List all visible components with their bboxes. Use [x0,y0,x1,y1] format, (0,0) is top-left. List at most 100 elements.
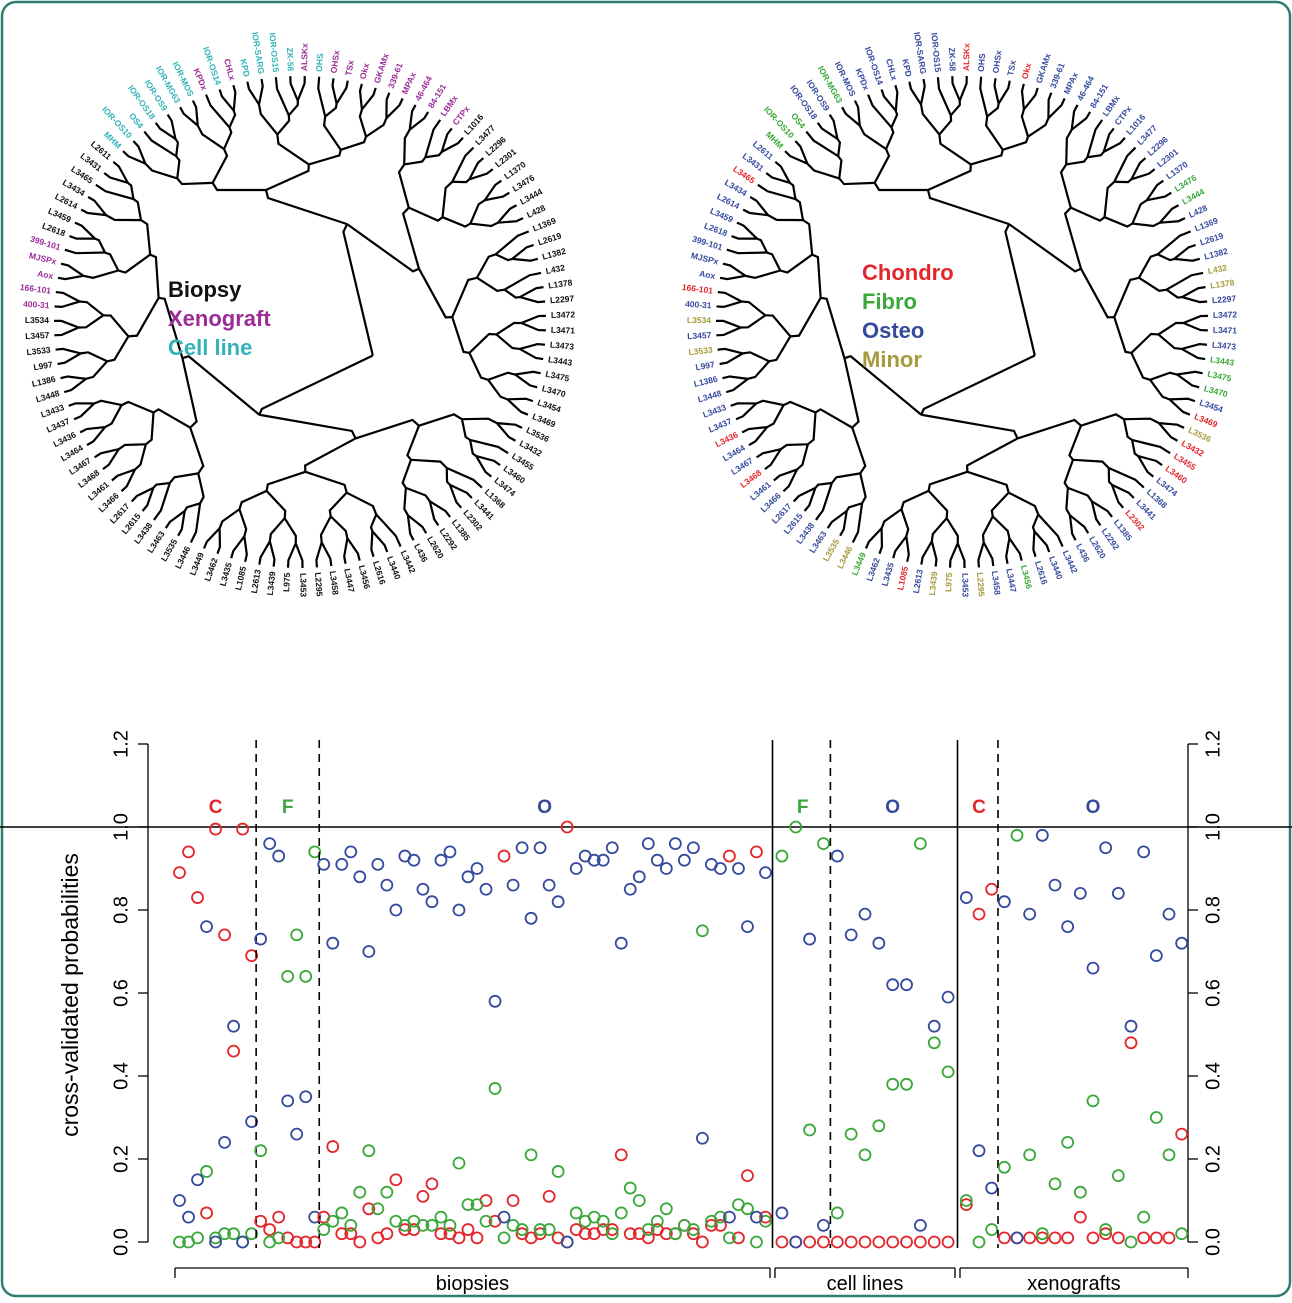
branch [189,427,205,475]
point [1162,907,1176,921]
leaf-label: IOR-OS15 [267,32,281,73]
branch [1104,216,1133,228]
branch [340,136,368,151]
leaf-label: L3472 [551,309,576,320]
branch [519,347,544,361]
branch [406,425,421,461]
branch [719,274,746,281]
point [479,882,493,896]
leaf-label: L2295 [313,572,325,597]
branch [814,408,853,429]
point [913,837,927,850]
branch [401,459,413,489]
point [750,1210,763,1224]
point [542,878,556,892]
point [614,1148,628,1162]
point [985,882,999,896]
branch [487,379,508,401]
point [326,936,340,950]
branch [103,314,130,338]
branch [182,354,260,416]
branch [409,111,430,131]
branch [1032,531,1037,558]
point [941,990,955,1004]
point [972,907,986,921]
point [750,1235,763,1249]
branch [358,83,364,110]
branch [1157,321,1184,336]
branch [1066,156,1089,166]
point [803,1235,817,1249]
leaf-label: L3533 [688,345,713,358]
leaf-label: 400-31 [23,299,50,311]
branch [496,422,523,429]
point [941,1235,955,1249]
point [723,849,736,863]
branch [106,335,130,363]
point [443,845,457,859]
branch [1157,253,1175,262]
branch [484,191,510,202]
point [227,1019,240,1033]
y-tick-label: 0.0 [110,1228,132,1256]
point [1149,949,1163,963]
point [1048,878,1062,892]
branch [442,216,471,228]
branch [1111,483,1135,499]
leaf-label: L3534 [25,315,49,325]
leaf-label: Aox [37,268,55,281]
legend-entry: Osteo [862,318,924,343]
branch [495,333,520,351]
point [569,1206,583,1220]
branch [745,269,781,279]
branch [1113,146,1137,183]
branch [831,472,861,484]
point [997,1231,1011,1245]
point [759,1210,772,1224]
subsection-label: C [209,797,223,818]
branch [948,542,959,568]
branch [1047,97,1066,119]
point [941,1065,955,1079]
leaf-label: ZK-58 [285,47,296,71]
branch [511,243,534,260]
branch [749,196,769,216]
branch [276,115,291,136]
branch [418,413,463,427]
branch [742,208,769,217]
branch [722,262,747,277]
point [872,1119,886,1133]
branch [228,110,237,128]
point [299,1090,313,1104]
branch [191,100,199,126]
point [759,866,772,880]
branch [1137,455,1163,467]
point [236,1235,250,1249]
leaf-label: L975 [281,572,292,592]
branch [111,468,136,482]
branch [197,473,205,504]
point [632,870,646,884]
branch [1159,217,1186,224]
branch [468,168,494,181]
branch [780,443,808,451]
point [775,849,789,863]
point [335,857,349,871]
branch [79,425,106,434]
point [1073,1210,1087,1224]
branch [725,377,749,394]
point [1149,1231,1163,1245]
branch [1020,109,1030,137]
point [371,1202,385,1216]
branch [406,515,415,541]
point [695,1131,709,1145]
branch [130,486,154,503]
point [623,882,637,896]
point [817,1219,830,1232]
point [434,853,448,867]
branch [1156,230,1192,256]
branch [926,189,1010,226]
point [389,1173,403,1187]
point [927,1019,941,1033]
branch [993,78,1000,104]
